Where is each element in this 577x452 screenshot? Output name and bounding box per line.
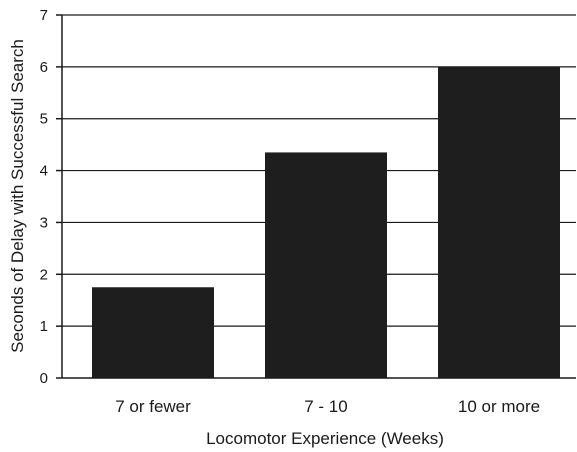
x-category-label: 7 or fewer	[115, 397, 191, 416]
bars	[92, 66, 560, 378]
y-tick-label: 5	[40, 111, 48, 128]
x-category-label: 10 or more	[458, 397, 540, 416]
bar	[265, 152, 387, 378]
y-tick-label: 4	[40, 163, 48, 180]
bar	[438, 66, 560, 378]
bar	[92, 287, 214, 378]
y-tick-label: 3	[40, 214, 48, 231]
axes	[61, 15, 576, 379]
y-tick-label: 0	[40, 370, 48, 387]
x-category-label: 7 - 10	[304, 397, 347, 416]
y-axis-title: Seconds of Delay with Successful Search	[8, 39, 27, 353]
y-tick-label: 7	[40, 7, 48, 24]
x-category-labels: 7 or fewer 7 - 10 10 or more	[115, 397, 540, 416]
x-axis-title: Locomotor Experience (Weeks)	[206, 429, 444, 448]
y-tick-label: 2	[40, 266, 48, 283]
y-tick-label: 1	[40, 318, 48, 335]
y-tick-label: 6	[40, 59, 48, 76]
y-ticks: 0 1 2 3 4 5 6 7	[40, 7, 62, 387]
